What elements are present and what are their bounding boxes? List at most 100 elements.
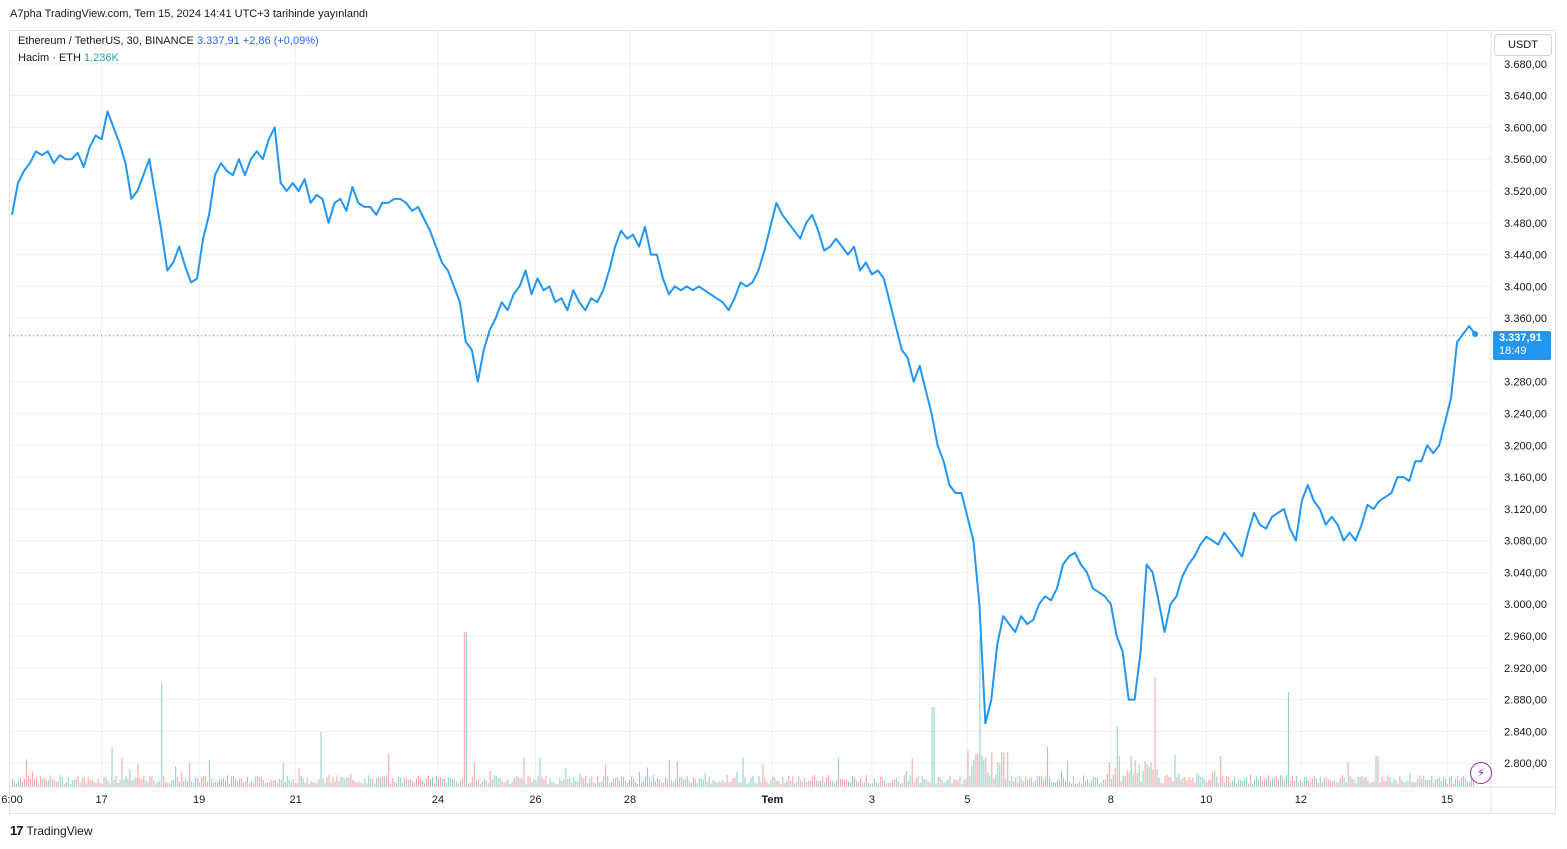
volume-bar xyxy=(1082,775,1084,787)
volume-bar xyxy=(135,777,137,787)
volume-bar xyxy=(270,779,272,787)
volume-bar xyxy=(143,775,145,787)
volume-bar xyxy=(1315,778,1317,787)
volume-bar xyxy=(25,759,27,787)
volume-bar xyxy=(1279,775,1281,787)
volume-bar xyxy=(820,780,822,787)
volume-bar xyxy=(1363,777,1365,787)
volume-bar xyxy=(1252,783,1254,787)
volume-bar xyxy=(430,779,432,787)
volume-bar xyxy=(1345,781,1347,787)
volume-bar xyxy=(1216,776,1218,787)
volume-bar xyxy=(907,780,909,787)
volume-bar xyxy=(1287,692,1289,787)
volume-bar xyxy=(330,782,332,787)
volume-bar xyxy=(549,778,551,787)
volume-bar xyxy=(1158,777,1160,787)
volume-bar xyxy=(1266,779,1268,787)
volume-bar xyxy=(836,780,838,787)
volume-bar xyxy=(19,778,21,787)
volume-bar xyxy=(1060,770,1062,787)
volume-bar xyxy=(1407,780,1409,787)
volume-bar xyxy=(1013,781,1015,787)
volume-bar xyxy=(439,777,441,787)
volume-bar xyxy=(344,778,346,787)
volume-bar xyxy=(1150,762,1152,787)
volume-bar xyxy=(770,780,772,787)
volume-bar xyxy=(776,780,778,787)
volume-bar xyxy=(1168,776,1170,787)
volume-bar xyxy=(1270,782,1272,787)
volume-bar xyxy=(1295,775,1297,787)
volume-bar xyxy=(585,775,587,787)
volume-bar xyxy=(322,778,324,787)
volume-bar xyxy=(63,783,65,787)
volume-bar xyxy=(113,780,115,787)
volume-bar xyxy=(696,782,698,787)
volume-bar xyxy=(654,781,656,787)
volume-bar xyxy=(1459,779,1461,787)
volume-bar xyxy=(579,773,581,787)
volume-bar xyxy=(1260,776,1262,787)
volume-bar xyxy=(1387,775,1389,787)
volume-bar xyxy=(1379,782,1381,787)
volume-bar xyxy=(252,783,254,787)
volume-bar xyxy=(895,778,897,787)
volume-bar xyxy=(1051,781,1053,787)
volume-bar xyxy=(1021,779,1023,787)
volume-bar xyxy=(314,782,316,787)
volume-bar xyxy=(402,782,404,787)
volume-bar xyxy=(1275,776,1277,787)
volume-bar xyxy=(155,783,157,787)
volume-bar xyxy=(1289,780,1291,787)
volume-bar xyxy=(1047,747,1049,787)
volume-bar xyxy=(1244,778,1246,787)
volume-bar xyxy=(1138,764,1140,787)
volume-bar xyxy=(1341,775,1343,787)
volume-bar xyxy=(650,781,652,787)
volume-bar xyxy=(201,777,203,787)
volume-bar xyxy=(547,783,549,787)
volume-bar xyxy=(1204,779,1206,787)
volume-bar xyxy=(266,781,268,787)
volume-bar xyxy=(308,783,310,787)
volume-bar xyxy=(1110,779,1112,787)
y-tick-label: 3.000,00 xyxy=(1504,599,1547,611)
volume-bar xyxy=(109,783,111,787)
volume-bar xyxy=(1134,760,1136,787)
currency-button[interactable]: USDT xyxy=(1494,34,1552,56)
volume-bar xyxy=(698,778,700,787)
volume-bar xyxy=(1277,779,1279,787)
volume-bar xyxy=(362,783,364,787)
volume-bar xyxy=(501,780,503,787)
volume-bar xyxy=(704,772,706,787)
volume-bar xyxy=(1045,776,1047,787)
volume-bar xyxy=(342,777,344,787)
volume-bar xyxy=(1445,779,1447,787)
volume-bar xyxy=(853,776,855,787)
volume-bar xyxy=(1049,776,1051,787)
volume-bar xyxy=(644,776,646,787)
volume-bar xyxy=(366,783,368,787)
brand-name: TradingView xyxy=(26,823,93,838)
volume-bar xyxy=(89,779,91,787)
volume-bar xyxy=(1212,771,1214,787)
volume-bar xyxy=(822,776,824,787)
brand[interactable]: 17 TradingView xyxy=(10,823,93,838)
volume-bar xyxy=(816,780,818,787)
volume-bar xyxy=(27,775,29,787)
volume-bar xyxy=(1218,782,1220,787)
volume-bar xyxy=(1339,778,1341,787)
volume-bar xyxy=(1268,775,1270,787)
volume-bar xyxy=(615,778,617,787)
volume-bar xyxy=(1206,781,1208,787)
volume-bar xyxy=(573,777,575,787)
x-tick-label: 24 xyxy=(432,794,444,806)
volume-bar xyxy=(123,779,125,787)
volume-bar xyxy=(131,780,133,787)
lightning-icon[interactable]: ⚡ xyxy=(1470,762,1492,784)
volume-bar xyxy=(826,777,828,787)
volume-bar xyxy=(1064,781,1066,787)
volume-bar xyxy=(1100,782,1102,787)
